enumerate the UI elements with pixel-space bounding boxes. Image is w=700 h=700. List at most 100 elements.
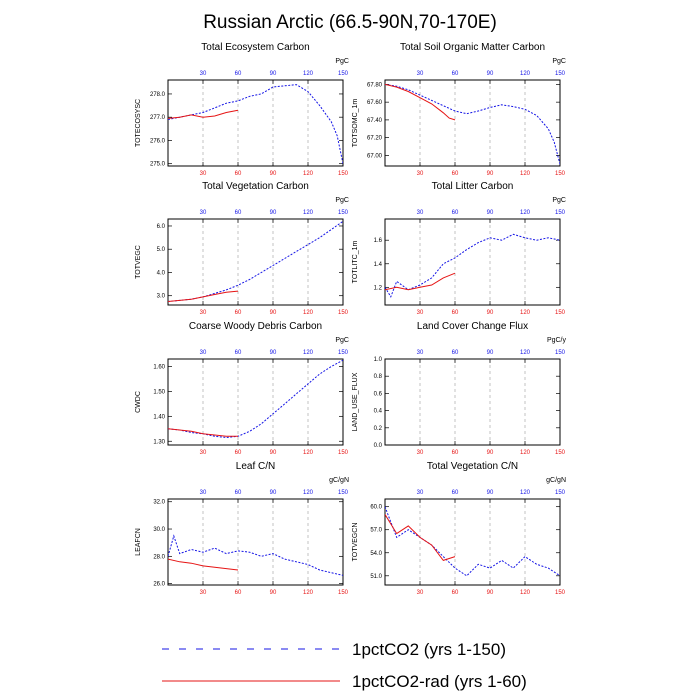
- y-tick-label: 278.0: [150, 92, 166, 98]
- y-tick-label: 26.0: [153, 582, 165, 588]
- x-tick-label-top: 60: [452, 350, 459, 356]
- y-tick-label: 0.6: [374, 391, 383, 397]
- x-tick-label: 60: [235, 310, 242, 316]
- y-axis-label: TOTECOSYSC: [135, 99, 142, 147]
- x-tick-label: 30: [417, 450, 424, 456]
- panel-grid: Total Ecosystem Carbon TOTECOSYSC PgC 30 30 6…: [135, 42, 566, 596]
- panel-title: Total Ecosystem Carbon: [201, 42, 309, 53]
- x-tick-label-top: 30: [200, 490, 207, 496]
- series-line-1pctco2-rad: [385, 83, 456, 121]
- unit-label: gC/gN: [329, 477, 349, 484]
- x-tick-label-top: 60: [452, 71, 459, 77]
- x-tick-label: 60: [235, 171, 242, 177]
- x-tick-label-top: 120: [303, 210, 314, 216]
- series-line-1pctco2-rad: [168, 558, 239, 571]
- chart-panel: Coarse Woody Debris Carbon CWDC PgC 30 30 60 6…: [135, 321, 349, 456]
- series-line-1pctco2: [168, 534, 343, 576]
- x-tick-label-top: 120: [520, 350, 531, 356]
- panel-title: Land Cover Change Flux: [417, 321, 528, 332]
- x-tick-label-top: 120: [520, 71, 531, 77]
- y-tick-label: 6.0: [157, 224, 166, 230]
- x-tick-label-top: 60: [452, 210, 459, 216]
- x-tick-label: 60: [235, 590, 242, 596]
- y-tick-label: 1.6: [374, 238, 383, 244]
- series-line-1pctco2: [385, 506, 560, 577]
- plot-frame: [167, 79, 344, 167]
- x-tick-label: 120: [520, 171, 531, 177]
- series-line-1pctco2-rad: [168, 109, 239, 119]
- chart-panel: Total Soil Organic Matter Carbon TOTSOMC_…: [352, 42, 566, 177]
- x-tick-label: 150: [338, 310, 349, 316]
- x-tick-label: 30: [417, 310, 424, 316]
- x-tick-label: 90: [487, 310, 494, 316]
- x-tick-label-top: 60: [235, 71, 242, 77]
- y-tick-label: 0.2: [374, 426, 383, 432]
- y-axis-label: TOTSOMC_1m: [352, 99, 359, 148]
- series-line-1pctco2-rad: [168, 428, 238, 437]
- y-tick-label: 1.60: [153, 364, 165, 370]
- y-tick-label: 1.4: [374, 262, 383, 268]
- y-tick-label: 0.0: [374, 443, 383, 449]
- x-tick-label-top: 30: [200, 210, 207, 216]
- x-tick-label: 150: [338, 450, 349, 456]
- y-tick-label: 67.80: [367, 82, 383, 88]
- x-tick-label: 60: [235, 450, 242, 456]
- plot-frame: [384, 79, 561, 167]
- y-axis-label: LEAFCN: [135, 528, 142, 556]
- x-tick-label: 120: [303, 310, 314, 316]
- x-tick-label: 120: [520, 310, 531, 316]
- x-tick-label: 90: [487, 171, 494, 177]
- x-tick-label-top: 120: [303, 71, 314, 77]
- plot-frame: [384, 358, 561, 446]
- unit-label: PgC: [335, 58, 349, 65]
- x-tick-label: 120: [520, 450, 531, 456]
- figure-title: Russian Arctic (66.5-90N,70-170E): [203, 12, 497, 33]
- x-tick-label: 90: [270, 310, 277, 316]
- y-tick-label: 1.0: [374, 357, 383, 363]
- chart-panel: Total Vegetation Carbon TOTVEGC PgC 30 30 60 6…: [135, 181, 349, 316]
- y-axis-label: CWDC: [135, 391, 142, 413]
- legend-label-1pctco2: 1pctCO2 (yrs 1-150): [352, 640, 506, 659]
- x-tick-label-top: 90: [270, 71, 277, 77]
- panel-title: Total Vegetation C/N: [427, 461, 518, 472]
- x-tick-label: 30: [417, 590, 424, 596]
- x-tick-label-top: 150: [338, 490, 349, 496]
- x-tick-label: 150: [338, 171, 349, 177]
- unit-label: PgC: [552, 197, 566, 204]
- series-line-1pctco2: [385, 83, 560, 165]
- y-tick-label: 67.00: [367, 153, 383, 159]
- y-axis-label: TOTLITC_1m: [352, 241, 359, 284]
- x-tick-label: 60: [452, 171, 459, 177]
- x-tick-label-top: 30: [200, 350, 207, 356]
- x-tick-label-top: 90: [270, 490, 277, 496]
- y-tick-label: 0.4: [374, 409, 383, 415]
- plot-frame: [167, 218, 344, 306]
- x-tick-label-top: 90: [270, 210, 277, 216]
- x-tick-label-top: 150: [338, 350, 349, 356]
- y-tick-label: 30.0: [153, 527, 165, 533]
- legend: 1pctCO2 (yrs 1-150) 1pctCO2-rad (yrs 1-6…: [162, 640, 527, 691]
- series-line-1pctco2: [168, 359, 343, 439]
- y-tick-label: 60.0: [370, 505, 382, 511]
- y-tick-label: 67.60: [367, 100, 383, 106]
- x-tick-label: 60: [452, 310, 459, 316]
- x-tick-label-top: 120: [303, 490, 314, 496]
- x-tick-label-top: 60: [452, 490, 459, 496]
- x-tick-label-top: 150: [338, 210, 349, 216]
- x-tick-label-top: 120: [520, 490, 531, 496]
- x-tick-label: 90: [270, 450, 277, 456]
- y-tick-label: 276.0: [150, 138, 166, 144]
- x-tick-label: 30: [200, 310, 207, 316]
- panel-title: Total Litter Carbon: [432, 181, 514, 192]
- x-tick-label-top: 120: [520, 210, 531, 216]
- x-tick-label-top: 90: [487, 490, 494, 496]
- x-tick-label: 30: [417, 171, 424, 177]
- chart-panel: Total Litter Carbon TOTLITC_1m PgC 30 30 60 60…: [352, 181, 566, 316]
- legend-label-1pctco2-rad: 1pctCO2-rad (yrs 1-60): [352, 672, 527, 691]
- y-tick-label: 51.0: [370, 574, 382, 580]
- unit-label: PgC/y: [547, 337, 567, 344]
- series-line-1pctco2-rad: [385, 272, 456, 291]
- unit-label: PgC: [335, 197, 349, 204]
- panel-title: Leaf C/N: [236, 461, 275, 472]
- plot-frame: [384, 498, 561, 586]
